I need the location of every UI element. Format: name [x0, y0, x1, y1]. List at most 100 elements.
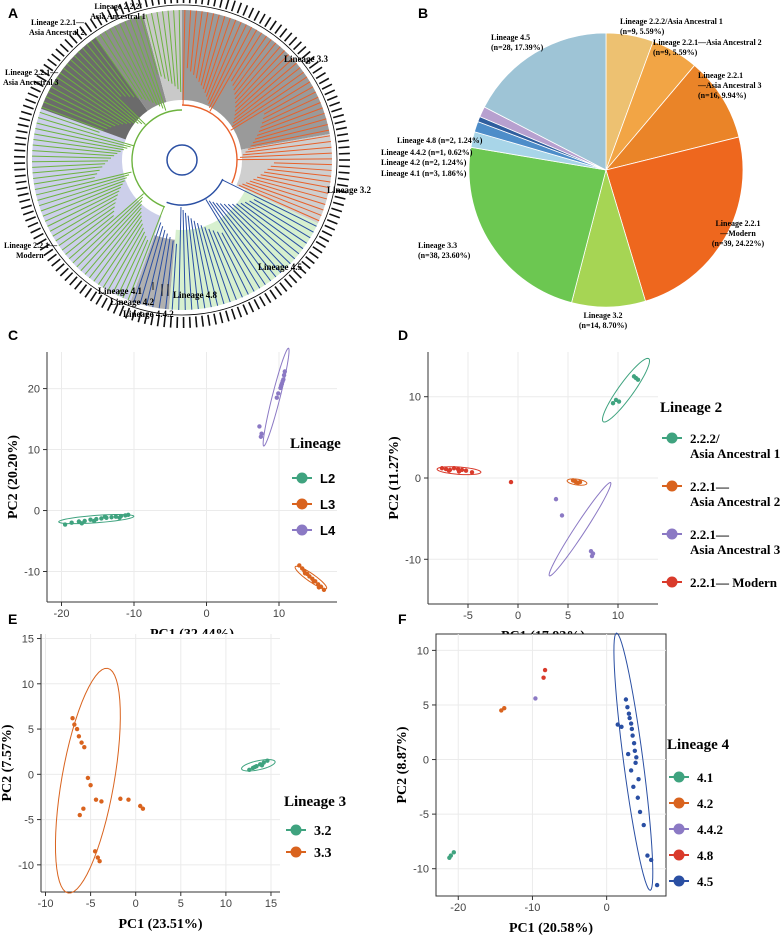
tree-branch-l3 — [208, 26, 253, 108]
tree-branch-l2 — [93, 215, 142, 282]
plot-area — [435, 633, 667, 897]
pie-label: (n=28, 17.39%) — [491, 43, 544, 52]
tree-branch-l2 — [32, 144, 118, 155]
data-point — [82, 518, 87, 524]
tree-label-top-2: Asia Ancestral 1 — [90, 12, 146, 21]
tree-label-l32: Lineage 3.2 — [327, 185, 371, 195]
data-point — [632, 748, 638, 754]
tree-branch-l3 — [234, 46, 281, 100]
y-tick-label: 5 — [423, 700, 429, 712]
legend-title: Lineage 4 — [667, 737, 730, 753]
tree-branch-l3 — [193, 11, 203, 75]
data-point — [140, 806, 146, 811]
tree-branch-l2 — [44, 186, 122, 222]
tree-branch-l4 — [212, 201, 272, 282]
tree-tip-label — [269, 289, 277, 300]
legend-key — [296, 472, 308, 484]
tree-branch-l4 — [227, 203, 291, 265]
tree-branch-l3 — [232, 35, 267, 86]
tree-tip-label — [106, 9, 114, 20]
data-point — [619, 724, 624, 729]
tree-tip-label — [74, 280, 83, 290]
x-axis-title: PC1 (23.51%) — [119, 917, 203, 932]
tree-tip-label — [59, 267, 69, 277]
tree-tip-label — [101, 11, 108, 23]
tree-branch-l2 — [34, 176, 95, 190]
tree-branch-l4 — [240, 202, 304, 250]
tree-tip-label — [84, 287, 93, 298]
tree-tip-label — [33, 80, 44, 88]
tree-tip-label — [55, 263, 65, 272]
tree-tip-label — [27, 221, 39, 228]
tree-branch-l3 — [256, 176, 329, 194]
legend-title: Lineage — [290, 436, 341, 452]
tree-branch-l3 — [250, 129, 330, 147]
tree-branch-l2 — [37, 117, 135, 147]
tree-branch-l3 — [230, 81, 311, 131]
tree-tip-label — [14, 168, 26, 171]
data-point — [628, 768, 634, 773]
tree-tip-label — [213, 0, 217, 7]
data-point — [637, 809, 643, 815]
confidence-ellipse — [54, 667, 121, 894]
data-point — [259, 763, 265, 768]
data-point — [302, 571, 308, 576]
tree-branch-l2 — [82, 47, 126, 97]
tree-branch-l3 — [260, 174, 330, 189]
tree-branch-l4 — [193, 220, 212, 308]
pie-label: —Modern — [719, 229, 756, 238]
tree-branch-l3 — [245, 182, 324, 211]
tree-branch-l2 — [112, 231, 146, 294]
legend-key — [296, 524, 308, 536]
x-tick-label: -20 — [54, 608, 70, 620]
tree-tip-label — [225, 0, 230, 10]
tree-tip-label — [258, 296, 266, 307]
pie-label: (n=9, 5.59%) — [653, 48, 698, 57]
data-point — [572, 479, 578, 484]
tree-branch-l3 — [260, 102, 321, 128]
legend-title: Lineage 2 — [660, 400, 722, 416]
phylogenetic-tree — [14, 0, 350, 328]
tree-tip-label — [305, 256, 315, 265]
tree-labels: Lineage 2.2.2/ Asia Ancestral 1 Lineage … — [3, 2, 371, 319]
tree-tip-label — [16, 129, 28, 134]
tree-tip-label — [43, 248, 54, 257]
tree-tip-label — [39, 243, 50, 251]
tree-label-aa2-1: Lineage 2.2.1— — [31, 18, 85, 27]
tree-tip-label — [151, 0, 154, 6]
legend-key — [673, 849, 685, 861]
data-point — [81, 806, 86, 811]
tree-root — [166, 144, 198, 176]
tree-tip-label — [279, 282, 288, 292]
pie-label: Lineage 3.3 — [418, 241, 457, 250]
data-point — [635, 795, 641, 800]
pie-label: Lineage 2.2.1 — [715, 219, 760, 228]
data-point — [625, 704, 630, 710]
tree-tip-label — [137, 311, 142, 323]
panel-letter-b: B — [418, 5, 428, 21]
tree-tip-label — [321, 230, 333, 237]
tree-branch-l3 — [233, 39, 272, 91]
tree-tip-label — [258, 13, 266, 24]
tree-tip-label — [329, 101, 341, 107]
tree-branch-l2 — [145, 14, 162, 77]
tree-tip-label — [118, 3, 125, 15]
data-point — [456, 469, 462, 474]
tree-branch-l3 — [270, 165, 332, 171]
data-point — [276, 391, 281, 396]
tree-label-l442: Lineage 4.4.2 — [123, 309, 174, 319]
data-point — [281, 372, 287, 378]
legend-label: Asia Ancestral 3 — [690, 542, 781, 557]
legend-label: 4.4.2 — [697, 822, 723, 837]
tree-tip-label — [47, 58, 57, 67]
tree-tip-label — [143, 312, 148, 324]
data-point — [265, 758, 270, 763]
y-tick-label: -5 — [24, 815, 34, 827]
legend-key — [673, 797, 685, 809]
data-point — [577, 479, 583, 485]
tree-branch-l4 — [133, 222, 162, 303]
tree-branch-l3 — [231, 76, 308, 128]
tree-branch-l2 — [33, 173, 98, 185]
tree-branch-l3 — [233, 67, 301, 120]
tree-tip-label — [79, 26, 88, 36]
